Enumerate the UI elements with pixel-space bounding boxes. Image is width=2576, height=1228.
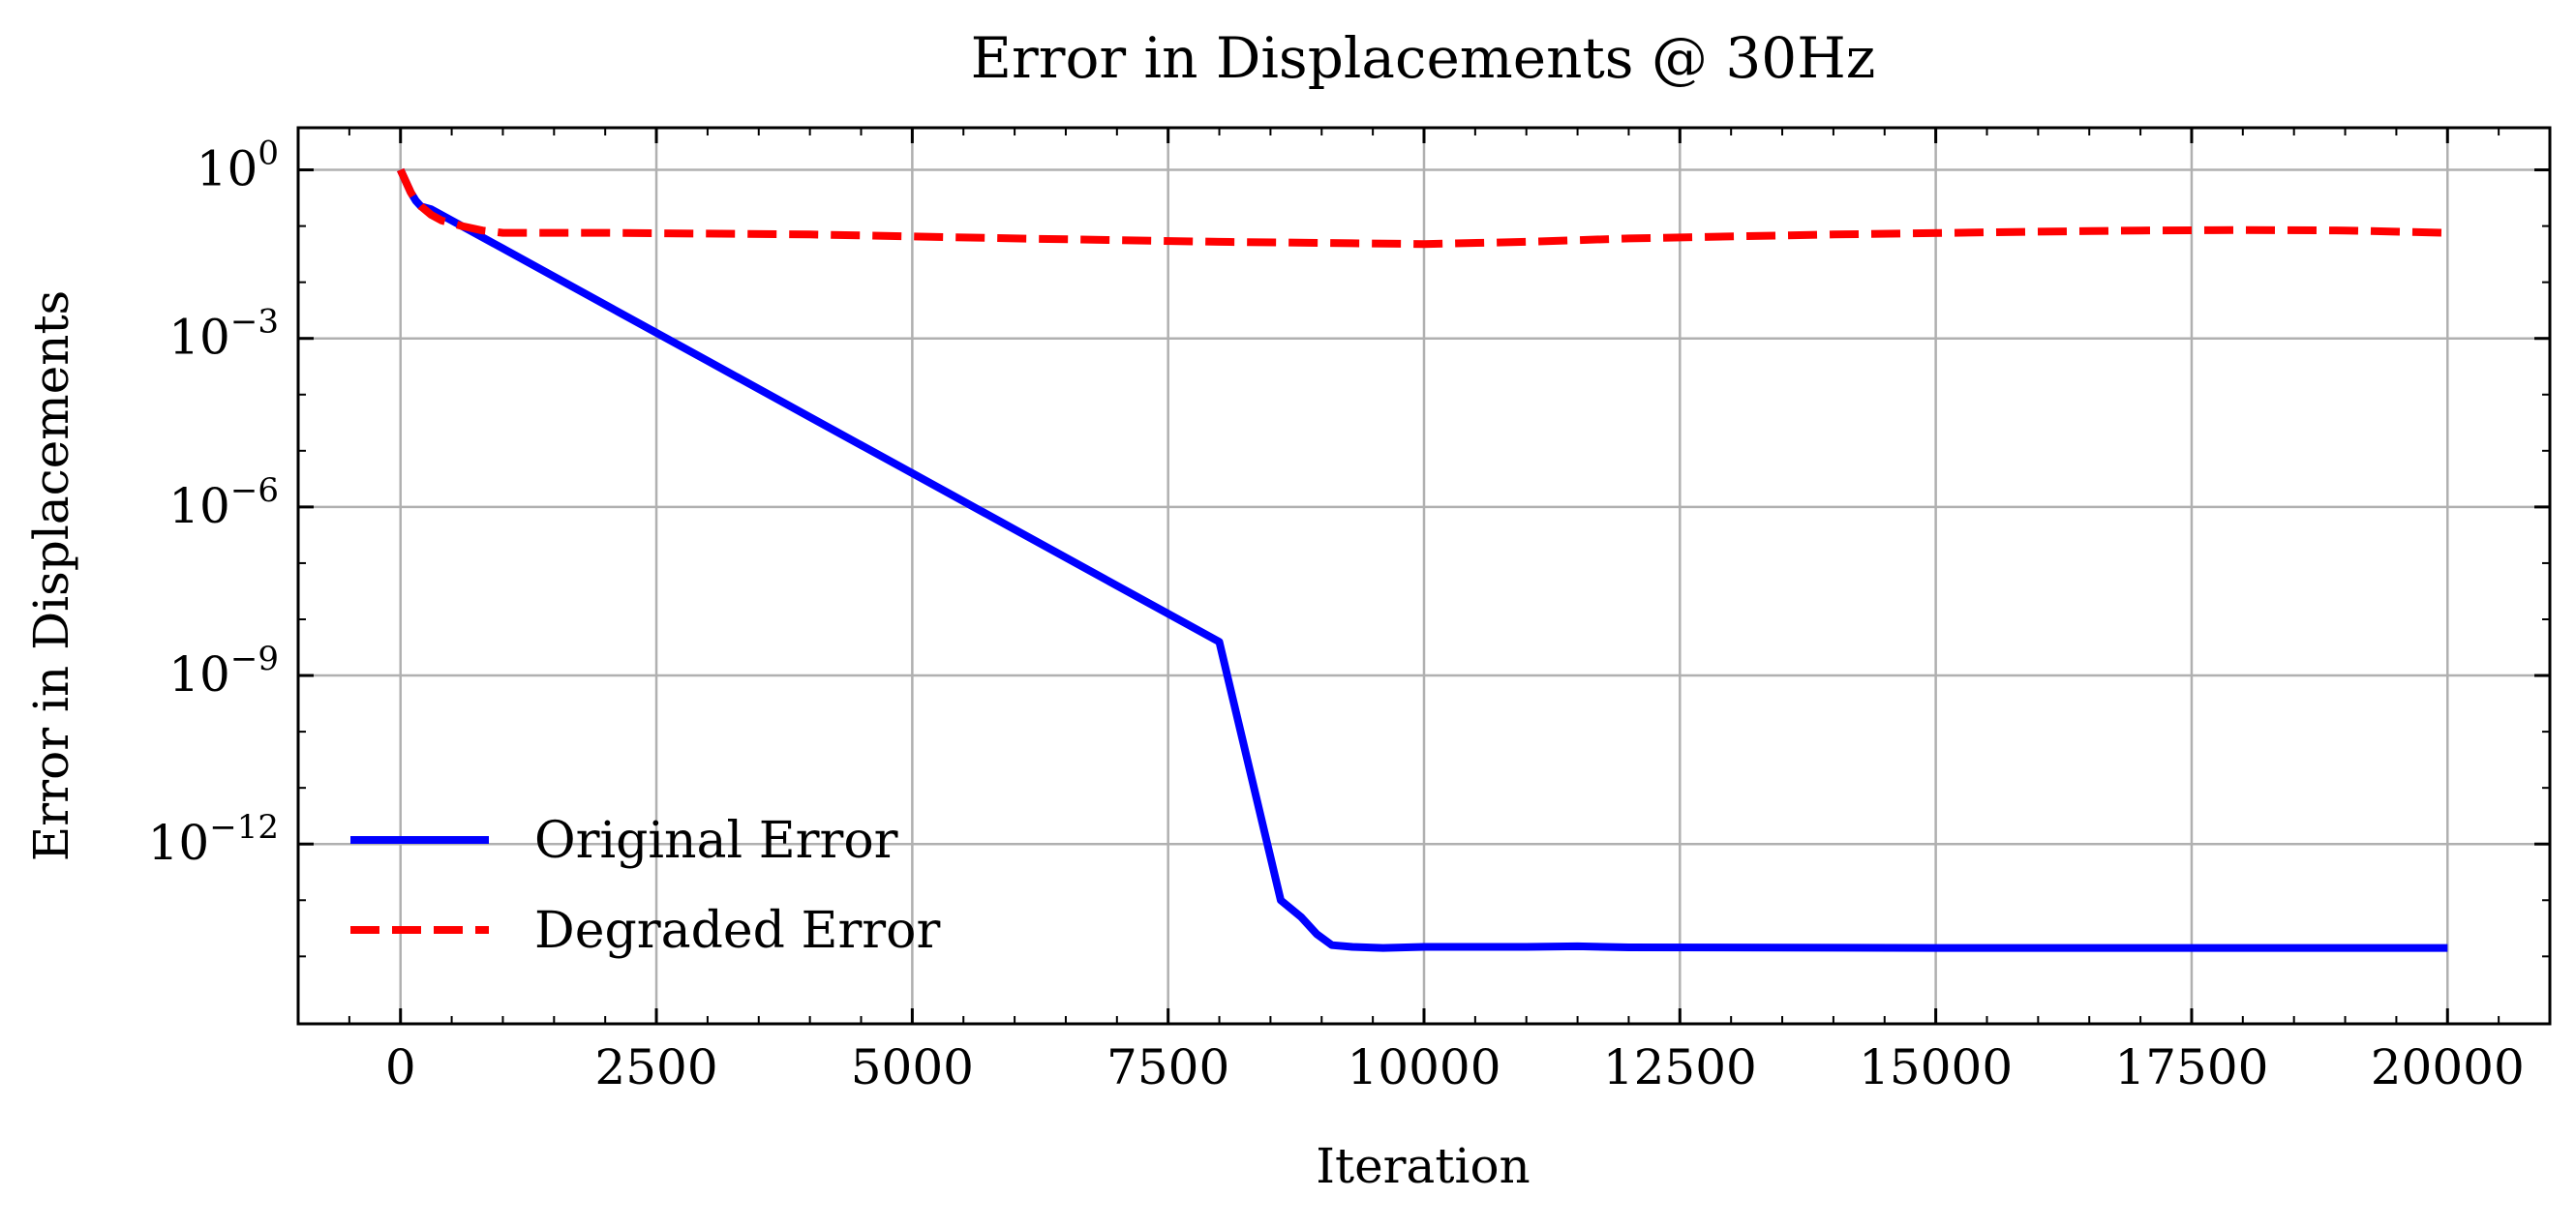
chart-title: Error in Displacements @ 30Hz <box>971 25 1876 91</box>
series-line-degraded-error <box>397 167 2448 249</box>
series-lines <box>397 167 2448 952</box>
grid-lines <box>298 128 2550 1024</box>
x-tick-label: 2500 <box>594 1039 717 1095</box>
x-tick-label: 7500 <box>1106 1039 1229 1095</box>
x-tick-label: 15000 <box>1859 1039 2013 1095</box>
legend: Original Error Degraded Error <box>350 812 940 960</box>
x-tick-label: 20000 <box>2371 1039 2525 1095</box>
x-tick-label: 12500 <box>1603 1039 1757 1095</box>
x-tick-label: 10000 <box>1347 1039 1500 1095</box>
y-tick-label: 100 <box>197 135 279 197</box>
y-tick-label: 10−6 <box>168 471 279 534</box>
y-tick-label: 10−12 <box>148 808 279 871</box>
x-axis-label: Iteration <box>1316 1138 1530 1194</box>
y-ticks: 100 10−3 10−6 10−9 10−12 <box>148 135 2550 958</box>
legend-label-degraded: Degraded Error <box>534 902 940 960</box>
x-tick-label: 5000 <box>851 1039 974 1095</box>
y-tick-label: 10−3 <box>168 303 279 366</box>
x-tick-label: 0 <box>385 1039 416 1095</box>
x-ticks: 0 2500 5000 7500 10000 12500 15000 17500 20000 <box>348 128 2525 1095</box>
x-tick-label: 17500 <box>2114 1039 2268 1095</box>
legend-label-original: Original Error <box>534 812 898 870</box>
y-tick-label: 10−9 <box>168 640 279 703</box>
y-axis-label: Error in Displacements <box>23 290 79 861</box>
